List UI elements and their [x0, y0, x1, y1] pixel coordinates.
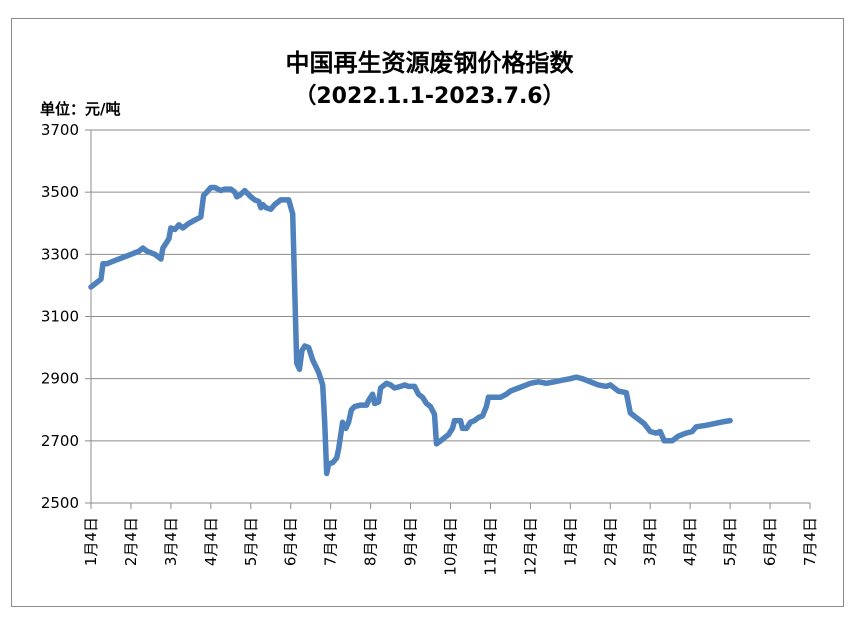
- x-tick-label: 6月4日: [761, 517, 779, 566]
- y-tick-label: 3700: [41, 121, 79, 139]
- x-tick-label: 3月4日: [641, 517, 659, 566]
- x-tick-label: 3月4日: [162, 517, 180, 566]
- x-tick-label: 7月4日: [322, 517, 340, 566]
- y-tick-label: 2700: [41, 432, 79, 450]
- y-axis-unit-label: 单位：元/吨: [40, 100, 121, 118]
- x-tick-label: 8月4日: [362, 517, 380, 566]
- x-tick-label: 4月4日: [202, 517, 220, 566]
- x-tick-label: 1月4日: [561, 517, 579, 566]
- x-tick-label: 6月4日: [282, 517, 300, 566]
- x-tick-label: 9月4日: [402, 517, 420, 566]
- chart-frame: [11, 18, 844, 607]
- x-tick-label: 2月4日: [601, 517, 619, 566]
- y-tick-label: 3500: [41, 183, 79, 201]
- chart-subtitle: （2022.1.1-2023.7.6）: [294, 84, 565, 109]
- y-tick-label: 2900: [41, 370, 79, 388]
- y-tick-label: 3300: [41, 245, 79, 263]
- x-tick-label: 4月4日: [681, 517, 699, 566]
- x-tick-label: 5月4日: [721, 517, 739, 566]
- x-tick-label: 1月4日: [82, 517, 100, 566]
- x-tick-label: 10月4日: [442, 517, 460, 576]
- x-tick-label: 2月4日: [122, 517, 140, 566]
- x-tick-label: 7月4日: [801, 517, 819, 566]
- y-tick-label: 2500: [41, 494, 79, 512]
- series-line: [88, 184, 733, 477]
- chart-title: 中国再生资源废钢价格指数: [285, 49, 574, 77]
- x-tick-label: 12月4日: [521, 517, 539, 576]
- y-tick-label: 3100: [41, 308, 79, 326]
- x-tick-label: 11月4日: [481, 517, 499, 576]
- x-tick-label: 5月4日: [242, 517, 260, 566]
